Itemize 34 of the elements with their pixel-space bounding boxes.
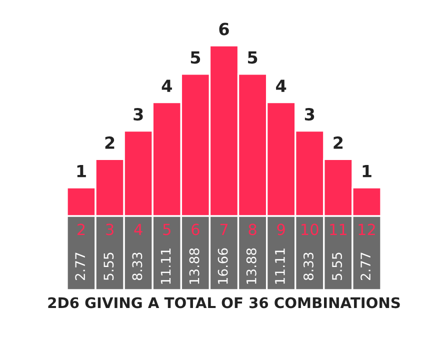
text: 2.77 [360, 252, 370, 280]
x-tick-label: 4 [134, 224, 142, 236]
data-label: 5 [248, 51, 258, 64]
x-tick-label: 9 [277, 224, 285, 236]
text: 2.77 [75, 252, 85, 280]
text: 11.11 [275, 248, 285, 284]
text: 13.88 [189, 248, 200, 284]
text: 13.88 [246, 248, 256, 284]
data-label: 2 [334, 136, 343, 149]
text: 5.55 [104, 252, 114, 280]
x-tick-label: 10 [302, 224, 318, 236]
x-tick-label: 5 [163, 224, 170, 236]
text: 8.33 [132, 252, 142, 280]
text: 5.55 [332, 252, 342, 280]
x-tick-label: 11 [330, 224, 346, 236]
x-tick-label: 3 [106, 224, 114, 236]
x-tick-label: 8 [248, 224, 256, 236]
data-label: 3 [304, 108, 314, 121]
data-label: 6 [219, 22, 229, 36]
text: 16.66 [218, 248, 228, 284]
data-label: 4 [162, 80, 172, 92]
data-label: 5 [190, 51, 200, 64]
data-label: 4 [276, 80, 286, 92]
text: 11.11 [160, 248, 171, 284]
x-tick-label: 2 [78, 224, 85, 236]
x-tick-label: 7 [220, 224, 228, 236]
data-label: 1 [362, 165, 372, 178]
data-label: 2 [105, 136, 114, 149]
text: 2D6 GIVING A TOTAL OF 36 COMBINATIONS [48, 297, 400, 308]
text: 8.33 [303, 252, 314, 280]
x-tick-label: 12 [358, 224, 375, 236]
data-label: 1 [77, 165, 86, 178]
x-tick-label: 6 [192, 224, 200, 236]
data-label: 3 [134, 108, 143, 121]
